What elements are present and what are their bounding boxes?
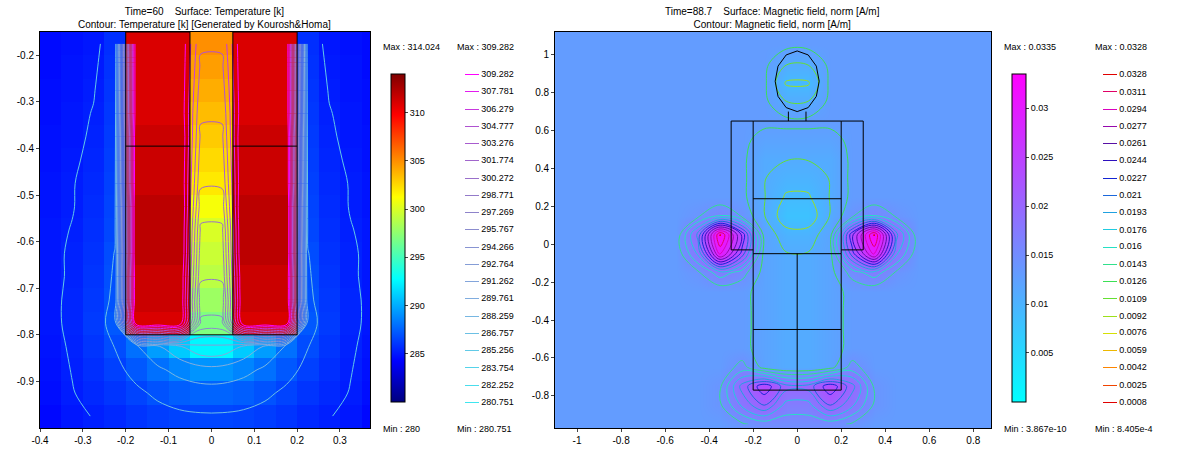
svg-text:0.0277: 0.0277 [1119, 121, 1147, 131]
svg-text:300: 300 [410, 204, 425, 214]
svg-text:283.754: 283.754 [481, 363, 514, 373]
svg-text:0.0059: 0.0059 [1119, 345, 1147, 355]
svg-text:Min : 280.751: Min : 280.751 [457, 424, 512, 434]
svg-text:305: 305 [410, 156, 425, 166]
svg-text:0: 0 [209, 435, 215, 446]
svg-text:0.0328: 0.0328 [1119, 69, 1147, 79]
svg-text:0.3: 0.3 [333, 435, 347, 446]
svg-text:0.0008: 0.0008 [1119, 397, 1147, 407]
svg-text:297.269: 297.269 [481, 207, 514, 217]
svg-text:Max : 314.024: Max : 314.024 [383, 42, 440, 52]
svg-text:0.005: 0.005 [1031, 348, 1054, 358]
svg-text:0.0193: 0.0193 [1119, 207, 1147, 217]
svg-text:0.0092: 0.0092 [1119, 311, 1147, 321]
svg-text:300.272: 300.272 [481, 173, 514, 183]
svg-text:0.021: 0.021 [1119, 190, 1142, 200]
svg-text:295: 295 [410, 252, 425, 262]
svg-text:310: 310 [410, 108, 425, 118]
svg-text:286.757: 286.757 [481, 328, 514, 338]
svg-text:0.0143: 0.0143 [1119, 259, 1147, 269]
svg-text:-0.7: -0.7 [17, 283, 35, 294]
svg-text:0.4: 0.4 [878, 435, 892, 446]
svg-text:0: 0 [543, 239, 549, 250]
svg-text:-0.6: -0.6 [657, 435, 675, 446]
svg-text:0.0025: 0.0025 [1119, 380, 1147, 390]
svg-text:-0.2: -0.2 [532, 277, 550, 288]
svg-text:0.0126: 0.0126 [1119, 276, 1147, 286]
svg-text:0.1: 0.1 [247, 435, 261, 446]
svg-text:289.761: 289.761 [481, 293, 514, 303]
svg-text:0.0076: 0.0076 [1119, 327, 1147, 337]
svg-text:-0.2: -0.2 [17, 50, 35, 61]
svg-text:1: 1 [543, 49, 549, 60]
svg-text:0.2: 0.2 [535, 201, 549, 212]
svg-text:0.6: 0.6 [922, 435, 936, 446]
svg-text:-0.4: -0.4 [31, 435, 49, 446]
svg-text:288.259: 288.259 [481, 311, 514, 321]
svg-text:290: 290 [410, 301, 425, 311]
svg-text:306.279: 306.279 [481, 104, 514, 114]
svg-text:0.0109: 0.0109 [1119, 294, 1147, 304]
svg-text:-0.2: -0.2 [745, 435, 763, 446]
svg-text:280.751: 280.751 [481, 397, 514, 407]
svg-text:Max : 0.0328: Max : 0.0328 [1095, 42, 1147, 52]
svg-text:301.774: 301.774 [481, 155, 514, 165]
svg-text:0.4: 0.4 [535, 163, 549, 174]
svg-text:0.0244: 0.0244 [1119, 155, 1147, 165]
svg-text:282.252: 282.252 [481, 380, 514, 390]
svg-text:-0.6: -0.6 [532, 352, 550, 363]
svg-text:-0.1: -0.1 [160, 435, 178, 446]
svg-text:304.777: 304.777 [481, 121, 514, 131]
svg-text:0.01: 0.01 [1031, 299, 1049, 309]
svg-text:309.282: 309.282 [481, 69, 514, 79]
svg-text:-0.4: -0.4 [701, 435, 719, 446]
svg-text:0.02: 0.02 [1031, 201, 1049, 211]
svg-text:-0.3: -0.3 [17, 96, 35, 107]
svg-text:298.771: 298.771 [481, 190, 514, 200]
svg-text:307.781: 307.781 [481, 86, 514, 96]
svg-text:Min : 3.867e-10: Min : 3.867e-10 [1004, 424, 1067, 434]
svg-text:0.8: 0.8 [966, 435, 980, 446]
svg-text:-0.2: -0.2 [117, 435, 135, 446]
svg-text:0.2: 0.2 [834, 435, 848, 446]
svg-text:0.0042: 0.0042 [1119, 362, 1147, 372]
svg-text:0.6: 0.6 [535, 125, 549, 136]
svg-text:291.262: 291.262 [481, 276, 514, 286]
svg-text:0.0311: 0.0311 [1119, 87, 1146, 97]
svg-text:0.03: 0.03 [1031, 103, 1049, 113]
svg-text:0.015: 0.015 [1031, 250, 1054, 260]
svg-text:0: 0 [794, 435, 800, 446]
svg-text:Max : 309.282: Max : 309.282 [457, 42, 514, 52]
svg-text:-0.5: -0.5 [17, 190, 35, 201]
svg-text:0.0261: 0.0261 [1119, 138, 1147, 148]
svg-text:0.8: 0.8 [535, 87, 549, 98]
svg-text:-1: -1 [573, 435, 582, 446]
svg-text:Min : 280: Min : 280 [383, 424, 420, 434]
svg-text:295.767: 295.767 [481, 224, 514, 234]
svg-text:292.764: 292.764 [481, 259, 514, 269]
svg-text:0.0294: 0.0294 [1119, 104, 1147, 114]
svg-text:0.016: 0.016 [1119, 241, 1142, 251]
svg-text:-0.4: -0.4 [17, 143, 35, 154]
svg-text:0.0227: 0.0227 [1119, 173, 1147, 183]
svg-text:0.025: 0.025 [1031, 152, 1054, 162]
svg-text:-0.3: -0.3 [74, 435, 92, 446]
svg-text:-0.8: -0.8 [17, 329, 35, 340]
svg-text:-0.8: -0.8 [532, 390, 550, 401]
svg-text:Time=60 Surface: Temperatur: Time=60 Surface: Temperature [k]Contour:… [78, 6, 331, 30]
svg-text:-0.6: -0.6 [17, 236, 35, 247]
svg-text:285: 285 [410, 349, 425, 359]
svg-text:Time=88.7 Surface: Magnetic: Time=88.7 Surface: Magnetic field, norm … [665, 6, 880, 30]
svg-text:294.266: 294.266 [481, 242, 514, 252]
svg-text:-0.4: -0.4 [532, 315, 550, 326]
svg-text:303.276: 303.276 [481, 138, 514, 148]
svg-text:285.256: 285.256 [481, 345, 514, 355]
svg-text:-0.9: -0.9 [17, 376, 35, 387]
svg-text:-0.8: -0.8 [612, 435, 630, 446]
svg-text:0.2: 0.2 [290, 435, 304, 446]
svg-text:Min : 8.405e-4: Min : 8.405e-4 [1095, 424, 1153, 434]
svg-text:0.0176: 0.0176 [1119, 225, 1147, 235]
svg-text:Max : 0.0335: Max : 0.0335 [1004, 42, 1056, 52]
